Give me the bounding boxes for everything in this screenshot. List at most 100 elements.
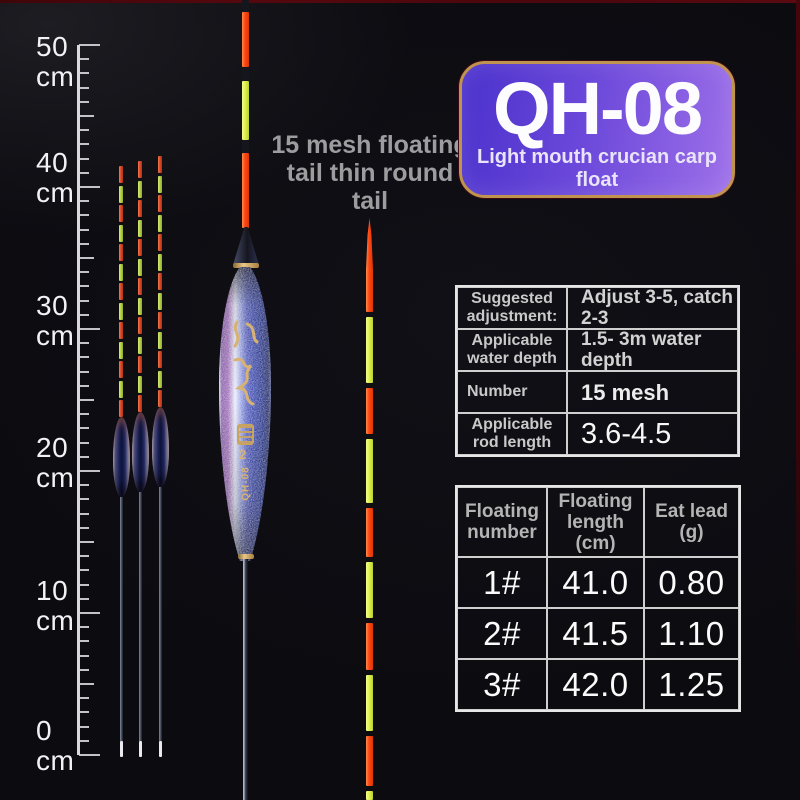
- ruler-tick: [79, 725, 89, 728]
- thin-float-body: [151, 407, 169, 487]
- orange-float-segment: [366, 675, 373, 731]
- size-cell: 2#: [457, 608, 547, 659]
- body-stamp-logo: [237, 424, 254, 445]
- big-float-gold-ring-top: [233, 263, 259, 268]
- size-header-length: Floating length (cm): [547, 487, 644, 557]
- thin-float-stem-tip: [158, 741, 162, 757]
- thin-float-tail-segment: [119, 361, 123, 379]
- thin-float-tail-segment: [119, 224, 123, 242]
- big-float-stem: [243, 559, 248, 800]
- ruler-tick: [79, 413, 89, 416]
- ruler-tick: [79, 285, 89, 288]
- ruler-tick: [79, 186, 100, 188]
- thin-float-tail-segment: [158, 175, 162, 193]
- ruler-tick: [79, 313, 89, 316]
- size-cell: 3#: [457, 659, 547, 710]
- spec-value-adjustment: Adjust 3-5, catch 2-3: [567, 287, 738, 329]
- thin-float-tail-segment: [119, 205, 123, 223]
- ruler-tick: [79, 228, 89, 231]
- size-cell: 1.10: [644, 608, 739, 659]
- thin-float-tail-segment: [138, 180, 142, 198]
- orange-float-segment: [366, 623, 373, 670]
- ruler-tick: [79, 58, 89, 61]
- ruler-tick: [79, 455, 89, 458]
- ruler-tick: [79, 512, 89, 515]
- ruler-tick: [79, 683, 94, 685]
- ruler-tick: [79, 257, 94, 259]
- orange-float-segment: [366, 508, 373, 557]
- thin-float-tail-segment: [138, 278, 142, 296]
- ruler-tick: [79, 157, 89, 160]
- thin-float-tail-segment: [119, 263, 123, 281]
- thin-float-tail-segment: [119, 185, 123, 203]
- thin-float-tail-segment: [119, 400, 123, 418]
- thin-float-tail-segment: [158, 273, 162, 291]
- thin-float-tail-segment: [138, 317, 142, 335]
- thin-float-tail-segment: [158, 195, 162, 213]
- thin-float-tail-segment: [138, 375, 142, 393]
- orange-float-segment: [366, 388, 373, 434]
- ruler-tick: [79, 427, 89, 430]
- model-description: Light mouth crucian carp float: [476, 146, 718, 191]
- ruler-tick: [79, 640, 89, 643]
- tail-annotation: 15 mesh floating tail thin round tail: [271, 131, 469, 215]
- ruler-label-10: 10 cm: [36, 575, 75, 636]
- ruler-tick: [79, 129, 89, 132]
- ruler-label-50: 50 cm: [36, 31, 75, 92]
- thin-float-tail-segment: [138, 219, 142, 237]
- big-float-gold-ring-bottom: [238, 554, 254, 559]
- thin-float-tail-segment: [119, 244, 123, 262]
- ruler-tick: [79, 583, 89, 586]
- thin-float-stem: [119, 497, 123, 741]
- spec-label-rod-length: Applicable rod length: [457, 413, 567, 455]
- ruler-tick: [79, 441, 89, 444]
- ruler-tick: [79, 484, 89, 487]
- thin-float-stem-tip: [138, 741, 142, 757]
- ruler-tick: [79, 143, 89, 146]
- ruler-tick: [79, 171, 89, 174]
- ruler-tick: [79, 541, 94, 543]
- thin-float-stem-tip: [119, 741, 123, 757]
- thin-float-stem: [138, 492, 142, 741]
- ruler-tick: [79, 214, 89, 217]
- ruler-tick: [79, 72, 89, 75]
- orange-float-segment: [366, 736, 373, 786]
- orange-float-segment: [366, 562, 373, 618]
- thin-float-tail-segment: [158, 351, 162, 369]
- spec-value-rod-length: 3.6-4.5: [567, 413, 738, 455]
- ruler-tick: [79, 44, 100, 46]
- ruler-tick: [79, 555, 89, 558]
- ruler-tick: [79, 569, 89, 572]
- ruler-tick: [79, 342, 89, 345]
- orange-float-segment: [366, 791, 373, 800]
- right-red-border: [796, 0, 800, 800]
- thin-float-tail-segment: [119, 380, 123, 398]
- ruler-tick: [79, 668, 89, 671]
- big-float-shoulder: [233, 227, 259, 265]
- spec-label-number: Number: [457, 371, 567, 413]
- ruler-tick: [79, 200, 89, 203]
- size-header-number: Floating number: [457, 487, 547, 557]
- ruler-tick: [79, 115, 94, 117]
- ruler-tick: [79, 356, 89, 359]
- size-header-lead: Eat lead (g): [644, 487, 739, 557]
- top-red-border: [0, 0, 800, 3]
- size-cell: 1#: [457, 557, 547, 608]
- model-number: QH-08: [493, 67, 703, 150]
- ruler-tick: [79, 370, 89, 373]
- ruler-tick: [79, 328, 100, 330]
- thin-float-tail-segment: [119, 341, 123, 359]
- ruler-tick: [79, 384, 89, 387]
- ruler-tick: [79, 612, 100, 614]
- thin-float-tail-segment: [119, 322, 123, 340]
- ruler-tick: [79, 626, 89, 629]
- body-size-number: 2: [239, 447, 247, 462]
- ruler-tick: [79, 739, 89, 742]
- thin-float-tail-segment: [138, 297, 142, 315]
- thin-float-body: [131, 412, 149, 492]
- size-cell: 42.0: [547, 659, 644, 710]
- thin-float-tail-segment: [119, 166, 123, 184]
- body-model-vertical: QH-08: [240, 466, 252, 501]
- ruler-tick: [79, 399, 94, 401]
- ruler-tick: [79, 711, 89, 714]
